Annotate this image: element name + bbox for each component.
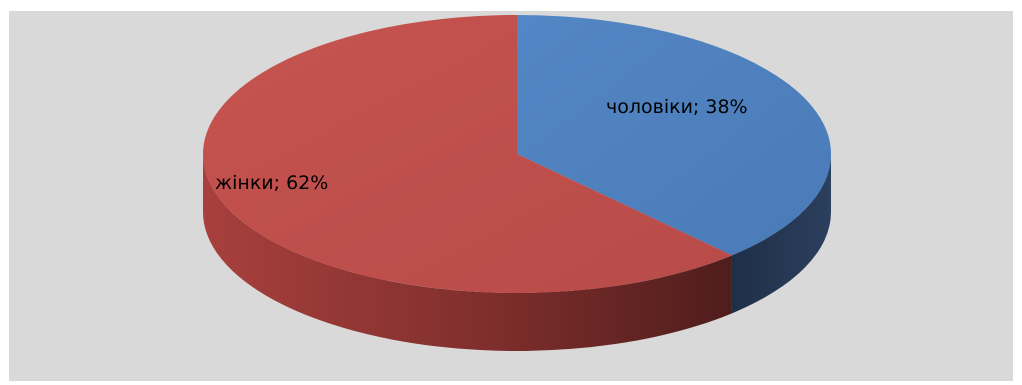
- pie-tops: [203, 15, 832, 293]
- pie-chart: чоловіки; 38% жінки; 62%: [203, 15, 832, 352]
- slice-men-label: чоловіки; 38%: [606, 96, 748, 118]
- slice-men: [517, 15, 832, 256]
- slice-men-side: [731, 154, 831, 314]
- pie-sides: [203, 154, 831, 352]
- slice-women-side: [203, 154, 732, 352]
- slice-women: [203, 15, 732, 293]
- slice-women-label: жінки; 62%: [215, 172, 328, 194]
- pie-labels: чоловіки; 38% жінки; 62%: [215, 96, 748, 194]
- plot-area: чоловіки; 38% жінки; 62%: [9, 11, 1013, 381]
